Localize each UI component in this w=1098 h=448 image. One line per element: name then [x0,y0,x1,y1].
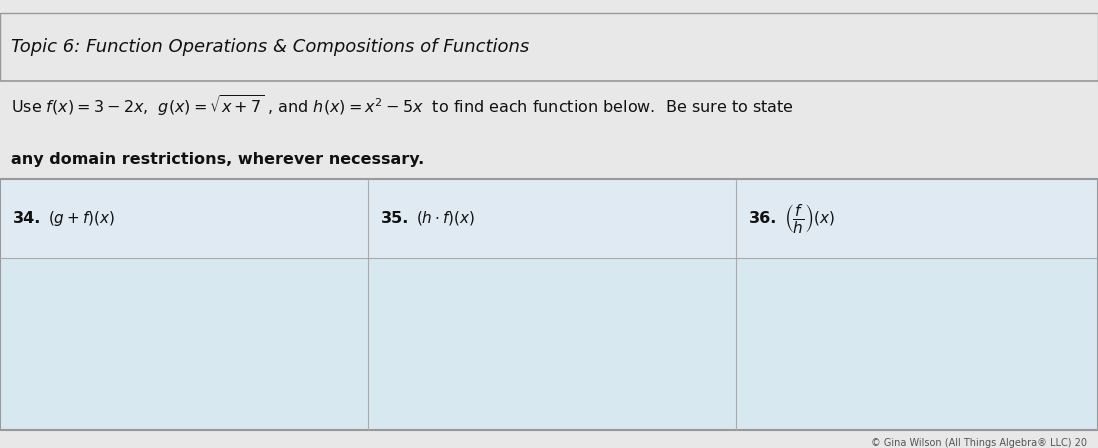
Text: 36.: 36. [749,211,777,226]
Text: $(h \cdot f)(x)$: $(h \cdot f)(x)$ [416,209,475,228]
Bar [368,179,736,258]
Bar [0,179,368,430]
Bar [736,179,1098,430]
Bar [0,179,1098,430]
Bar [0,179,368,258]
Text: 35.: 35. [381,211,410,226]
Bar [0,13,1098,81]
Bar [368,179,736,430]
Text: 34.: 34. [13,211,42,226]
Text: $\left(\dfrac{f}{h}\right)(x)$: $\left(\dfrac{f}{h}\right)(x)$ [784,202,836,235]
Text: Use $f(x)=3-2x$,  $g(x)=\sqrt{x+7}$ , and $h(x)=x^2-5x$  to find each function b: Use $f(x)=3-2x$, $g(x)=\sqrt{x+7}$ , and… [11,93,794,118]
Text: © Gina Wilson (All Things Algebra® LLC) 20: © Gina Wilson (All Things Algebra® LLC) … [871,438,1087,448]
Bar [0,81,1098,179]
Bar [736,179,1098,258]
Text: $(g+f)(x)$: $(g+f)(x)$ [48,209,115,228]
Text: any domain restrictions, wherever necessary.: any domain restrictions, wherever necess… [11,151,424,167]
Text: Topic 6: Function Operations & Compositions of Functions: Topic 6: Function Operations & Compositi… [11,38,529,56]
